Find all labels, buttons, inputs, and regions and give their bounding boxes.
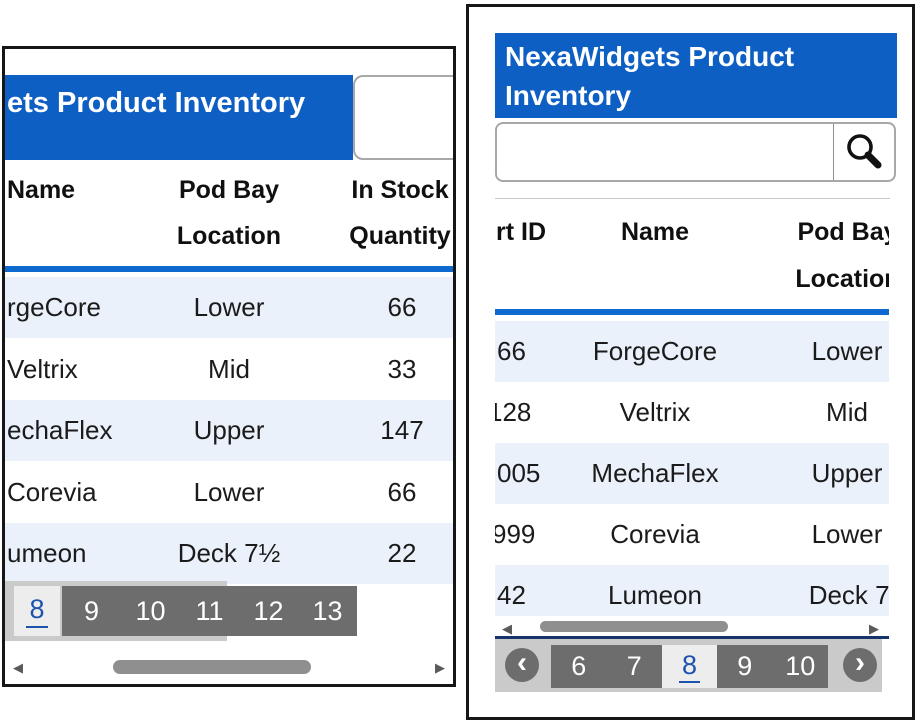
cell-qty: 147 — [380, 415, 424, 445]
cell-name: echaFlex — [7, 415, 113, 445]
cell-location: Lower — [811, 336, 883, 366]
column-header-podbay-line1: Pod Bay — [178, 176, 280, 204]
table-row: echaFlex Upper 147 — [5, 400, 453, 461]
pagination-next-button[interactable]: › — [843, 646, 877, 682]
pagination-page-button[interactable]: 9 — [83, 595, 100, 626]
cell-name: MechaFlex — [591, 458, 719, 488]
cell-name: Corevia — [610, 519, 700, 549]
scrollbar-thumb[interactable] — [113, 660, 311, 674]
pagination-page-button[interactable]: 10 — [135, 595, 166, 626]
cell-qty: 66 — [387, 292, 417, 322]
cell-part-id: 999 — [495, 519, 536, 549]
search-input[interactable] — [505, 129, 825, 175]
pagination-current-page[interactable]: 8 — [14, 586, 60, 636]
pagination-top-rule — [495, 636, 889, 639]
scrollbar-right-arrow-icon[interactable]: ▶ — [869, 621, 879, 636]
app-title-bar: ets Product Inventory — [5, 75, 353, 160]
pagination-page-button[interactable]: 12 — [253, 595, 284, 626]
search-box — [495, 122, 896, 182]
table-row: rgeCore Lower 66 — [5, 277, 453, 338]
pagination-page-button[interactable]: 7 — [626, 651, 642, 681]
pagination-page-button[interactable]: 6 — [571, 651, 587, 681]
pagination-pages-after: 9 10 — [717, 645, 828, 688]
scrollbar-right-arrow-icon[interactable]: ▶ — [435, 660, 445, 675]
table-top-rule — [495, 198, 890, 199]
cell-location: Lower — [811, 519, 883, 549]
cell-qty: 66 — [387, 477, 417, 507]
column-header-name: Name — [7, 176, 76, 204]
column-header-podbay-line2: Location — [176, 222, 282, 250]
scrollbar-left-arrow-icon[interactable]: ◀ — [13, 660, 23, 675]
cell-part-id: 42 — [497, 580, 526, 610]
cell-name: Lumeon — [608, 580, 702, 610]
cell-name: ForgeCore — [592, 336, 718, 366]
pagination-page-button[interactable]: 9 — [737, 651, 753, 681]
cell-name: Veltrix — [7, 354, 78, 384]
app-title-bar: NexaWidgets Product Inventory — [495, 33, 897, 118]
pagination-page-button[interactable]: 13 — [312, 595, 343, 626]
cell-name: rgeCore — [7, 292, 101, 322]
cell-name: Veltrix — [619, 397, 691, 427]
page-title: ets Product Inventory — [7, 87, 306, 119]
pagination-pages: 9 10 11 12 13 — [62, 586, 357, 636]
pagination-pages-before: 6 7 — [551, 645, 662, 688]
cell-location: Mid — [208, 354, 250, 384]
left-window: ets Product Inventory Name Pod Bay Locat… — [2, 46, 456, 687]
table-row: 005 MechaFlex Upper — [495, 443, 889, 504]
cell-location: Mid — [826, 397, 868, 427]
pagination-prev-button[interactable]: ‹ — [505, 646, 539, 682]
table-row: 999 Corevia Lower — [495, 504, 889, 565]
cell-location: Lower — [193, 477, 265, 507]
column-header-stock-line1: In Stock — [351, 176, 449, 204]
pagination-current-label: 8 — [26, 594, 48, 628]
column-header-stock-line2: Quantity — [349, 222, 451, 250]
cell-part-id: 005 — [497, 458, 541, 488]
scrollbar-thumb[interactable] — [540, 621, 728, 632]
cell-part-id: 128 — [495, 397, 532, 427]
table-row: 42 Lumeon Deck 7½ — [495, 565, 889, 616]
chevron-left-icon: ‹ — [517, 646, 527, 679]
cell-location: Lower — [193, 292, 265, 322]
chevron-right-icon: › — [855, 646, 865, 679]
cell-location: Upper — [193, 415, 265, 445]
search-input[interactable] — [361, 83, 453, 153]
column-header-podbay-line2: Location — [795, 265, 889, 293]
table-row: Corevia Lower 66 — [5, 461, 453, 523]
cell-part-id: 66 — [497, 336, 526, 366]
cell-qty: 22 — [387, 538, 417, 568]
cell-name: umeon — [7, 538, 87, 568]
cell-location: Deck 7½ — [808, 580, 889, 610]
pagination-current-label: 8 — [678, 650, 701, 684]
pagination-page-button[interactable]: 11 — [195, 595, 224, 626]
right-window: NexaWidgets Product Inventory rt ID Name… — [466, 4, 915, 720]
cell-location: Upper — [811, 458, 883, 488]
column-header-podbay-line1: Pod Bay — [797, 218, 889, 246]
header-divider — [495, 309, 889, 315]
table-row: umeon Deck 7½ 22 — [5, 523, 453, 584]
cell-qty: 33 — [387, 354, 417, 384]
table-row: Veltrix Mid 33 — [5, 338, 453, 400]
column-header-name: Name — [620, 218, 690, 246]
table-row: 128 Veltrix Mid — [495, 382, 889, 443]
table-row: 66 ForgeCore Lower — [495, 321, 889, 382]
column-header-partid: rt ID — [496, 218, 546, 246]
table-viewport: rt ID Name Pod Bay Location 66 ForgeCore… — [495, 203, 889, 616]
search-box — [353, 75, 453, 160]
pagination-current-page[interactable]: 8 — [662, 645, 717, 688]
magnifier-icon — [847, 134, 882, 169]
pagination-page-button[interactable]: 10 — [785, 651, 816, 681]
cell-name: Corevia — [7, 477, 97, 507]
page-title: NexaWidgets Product Inventory — [505, 41, 795, 111]
cell-location: Deck 7½ — [177, 538, 281, 568]
header-divider — [5, 266, 453, 272]
search-button[interactable] — [833, 124, 894, 180]
scrollbar-left-arrow-icon[interactable]: ◀ — [502, 621, 512, 636]
